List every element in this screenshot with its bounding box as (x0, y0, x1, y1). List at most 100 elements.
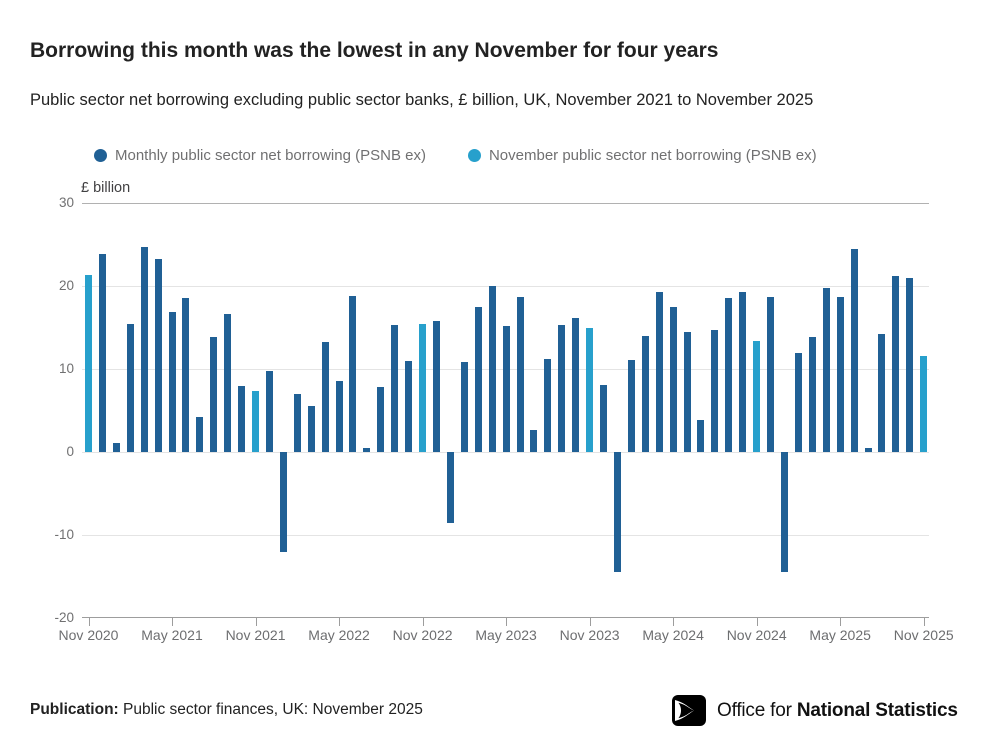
bar-sep-2022 (391, 325, 399, 452)
ons-logo-text-bold: National Statistics (796, 699, 958, 721)
publication-line: Publication: Public sector finances, UK:… (30, 701, 423, 719)
bar-nov-2021 (252, 391, 260, 452)
bar-dec-2023 (600, 384, 608, 452)
x-axis-tick (756, 618, 758, 626)
bar-sep-2024 (725, 297, 733, 452)
legend-label-november: November public sector net borrowing (PS… (488, 147, 817, 164)
legend-label-monthly: Monthly public sector net borrowing (PSN… (115, 147, 426, 164)
x-axis-label: May 2021 (141, 627, 203, 643)
bar-oct-2025 (906, 277, 914, 452)
bar-jan-2023 (446, 452, 454, 523)
bar-apr-2023 (488, 286, 496, 452)
bar-nov-2025 (920, 355, 928, 452)
bar-mar-2021 (140, 246, 148, 452)
bar-nov-2023 (586, 328, 594, 452)
ons-logo-text-regular: Office for (717, 699, 797, 721)
ons-logo-icon (672, 695, 706, 726)
publication-text: Public sector finances, UK: November 202… (123, 701, 423, 718)
x-axis-label: May 2023 (475, 627, 537, 643)
bar-nov-2024 (753, 340, 761, 452)
plot-area: 30 20 10 0 -10 -20 Nov 2020 May 2021 Nov 2021 May… (54, 195, 953, 643)
bar-oct-2024 (739, 291, 747, 452)
y-axis-label: 30 (58, 195, 74, 210)
x-axis-label: May 2024 (642, 627, 704, 643)
bar-mar-2023 (474, 306, 482, 452)
bar-may-2023 (502, 325, 510, 452)
ons-logo: Office for National Statistics (672, 695, 958, 726)
bar-jul-2022 (363, 447, 371, 452)
bar-may-2021 (168, 311, 176, 452)
bar-apr-2024 (655, 291, 663, 452)
y-axis-label: 20 (58, 278, 74, 293)
bar-jun-2023 (516, 296, 524, 452)
bar-apr-2025 (822, 288, 830, 452)
y-axis-label: 10 (58, 361, 74, 376)
bar-apr-2022 (321, 341, 329, 452)
y-axis-label: -10 (54, 527, 74, 542)
chart-subtitle: Public sector net borrowing excluding pu… (30, 91, 814, 109)
x-axis-tick (923, 618, 925, 626)
bar-dec-2022 (433, 320, 440, 452)
bar-jul-2023 (530, 430, 538, 452)
x-axis-label: Nov 2021 (225, 627, 286, 643)
bar-aug-2021 (210, 337, 218, 452)
x-axis-tick (422, 618, 424, 626)
bar-mar-2024 (641, 335, 649, 452)
bar-jun-2024 (683, 331, 691, 452)
y-axis-unit-label: £ billion (81, 180, 131, 196)
bar-dec-2024 (767, 296, 775, 452)
chart-legend: Monthly public sector net borrowing (PSN… (94, 147, 817, 164)
page-title: Borrowing this month was the lowest in a… (30, 39, 719, 62)
ons-logo-text: Office for National Statistics (717, 700, 958, 722)
bar-may-2022 (335, 380, 343, 452)
bar-may-2024 (669, 306, 677, 452)
bar-oct-2021 (238, 386, 246, 452)
bar-jan-2021 (112, 442, 120, 452)
bar-apr-2021 (154, 258, 162, 452)
bar-feb-2024 (627, 359, 635, 452)
x-axis-line (82, 617, 929, 618)
bar-jun-2025 (850, 248, 858, 452)
gridline-20 (82, 286, 929, 287)
gridline-0 (82, 452, 929, 453)
x-axis-label: Nov 2023 (559, 627, 620, 643)
x-axis-label: Nov 2022 (392, 627, 453, 643)
bar-feb-2023 (460, 362, 468, 452)
y-axis-label: -20 (54, 610, 74, 625)
bar-feb-2025 (794, 353, 802, 452)
bar-feb-2021 (126, 324, 134, 452)
x-axis-label: May 2025 (809, 627, 871, 643)
bar-sep-2021 (224, 314, 232, 452)
bar-feb-2022 (293, 393, 301, 452)
bar-jan-2022 (279, 452, 287, 553)
bar-mar-2022 (307, 405, 315, 452)
x-axis-label: Nov 2025 (893, 627, 954, 643)
x-axis-tick (255, 618, 257, 626)
legend-item-november: November public sector net borrowing (PS… (467, 147, 817, 164)
bar-jan-2024 (613, 452, 621, 572)
x-axis-tick (88, 618, 90, 626)
bar-aug-2022 (377, 387, 385, 452)
x-axis-tick (673, 618, 675, 626)
bar-oct-2022 (405, 360, 413, 452)
bar-aug-2024 (711, 329, 719, 452)
bar-jul-2025 (864, 447, 872, 452)
legend-dot-november-icon (467, 149, 481, 162)
x-axis-tick (589, 618, 591, 626)
bar-sep-2025 (892, 276, 900, 452)
bar-jul-2024 (697, 420, 705, 452)
x-axis-tick (339, 618, 341, 626)
bar-nov-2020 (85, 275, 92, 452)
x-axis-label: Nov 2024 (726, 627, 787, 643)
bar-nov-2022 (419, 324, 427, 452)
x-axis-label: May 2022 (308, 627, 370, 643)
gridline-30 (82, 203, 929, 204)
bar-jun-2022 (349, 295, 357, 452)
bar-dec-2020 (98, 254, 106, 452)
bar-aug-2025 (878, 334, 886, 452)
bar-jun-2021 (182, 297, 190, 452)
publication-label: Publication: (30, 701, 119, 718)
bar-mar-2025 (808, 337, 816, 452)
bar-dec-2021 (265, 371, 273, 452)
x-axis-label: Nov 2020 (58, 627, 119, 643)
